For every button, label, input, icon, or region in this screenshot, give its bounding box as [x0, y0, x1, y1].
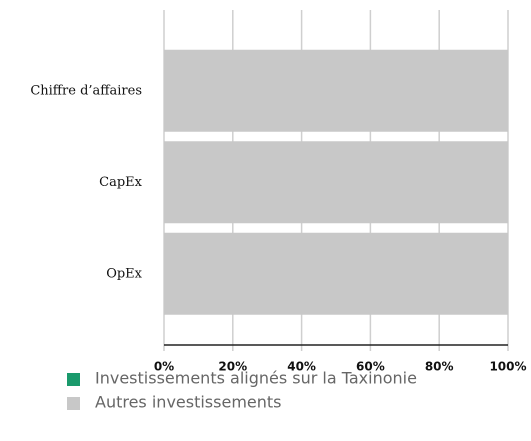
category-label: OpEx [106, 266, 142, 281]
legend-label: Autres investissements [95, 393, 282, 412]
legend-swatch [67, 373, 80, 386]
bar-segment [164, 141, 508, 224]
bar-segment [164, 232, 508, 315]
legend-swatch [67, 397, 80, 410]
legend-label: Investissements alignés sur la Taxinonie [95, 369, 417, 388]
x-tick-label: 20% [218, 360, 247, 374]
category-label: CapEx [99, 175, 143, 190]
x-tick-label: 0% [154, 360, 174, 374]
x-tick-label: 40% [287, 360, 316, 374]
x-tick-label: 60% [356, 360, 385, 374]
category-label: Chiffre d’affaires [30, 83, 142, 98]
bar-segment [164, 49, 508, 132]
x-tick-label: 100% [489, 360, 526, 374]
x-tick-label: 80% [425, 360, 454, 374]
